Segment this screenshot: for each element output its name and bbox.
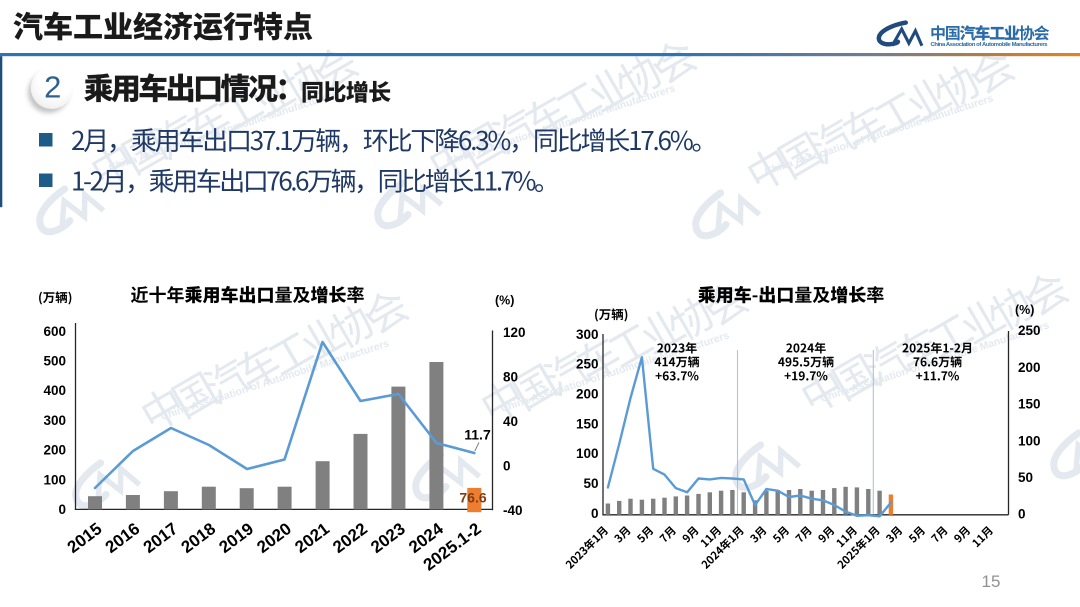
svg-text:-40: -40 [503, 503, 523, 518]
svg-text:200: 200 [43, 443, 66, 458]
svg-text:300: 300 [43, 413, 66, 428]
svg-text:100: 100 [43, 472, 66, 487]
svg-text:0: 0 [1018, 507, 1026, 522]
svg-text:400: 400 [43, 383, 66, 398]
svg-text:40: 40 [503, 414, 518, 429]
svg-text:15: 15 [982, 572, 1001, 591]
svg-text:100: 100 [576, 446, 599, 461]
svg-text:150: 150 [576, 416, 599, 431]
svg-text:0: 0 [58, 502, 66, 517]
svg-text:0: 0 [503, 459, 511, 474]
svg-text:11.7: 11.7 [464, 427, 491, 443]
svg-text:200: 200 [576, 387, 599, 402]
svg-text:China Association of Automobil: China Association of Automobile Manufact… [931, 42, 1049, 48]
svg-text:600: 600 [43, 324, 66, 339]
svg-text:80: 80 [503, 370, 518, 385]
svg-text:(%): (%) [495, 294, 514, 308]
svg-text:250: 250 [576, 357, 599, 372]
svg-text:300: 300 [576, 327, 599, 342]
svg-text:2: 2 [44, 70, 61, 105]
svg-text:0: 0 [591, 506, 599, 521]
svg-text:250: 250 [1018, 323, 1041, 338]
svg-text:76.6: 76.6 [459, 490, 486, 506]
svg-text:50: 50 [1018, 470, 1033, 485]
svg-text:500: 500 [43, 354, 66, 369]
svg-text:50: 50 [583, 476, 598, 491]
svg-text:(%): (%) [1015, 303, 1034, 317]
svg-text:120: 120 [503, 325, 526, 340]
svg-text:200: 200 [1018, 360, 1041, 375]
svg-text:100: 100 [1018, 433, 1041, 448]
svg-text:150: 150 [1018, 397, 1041, 412]
